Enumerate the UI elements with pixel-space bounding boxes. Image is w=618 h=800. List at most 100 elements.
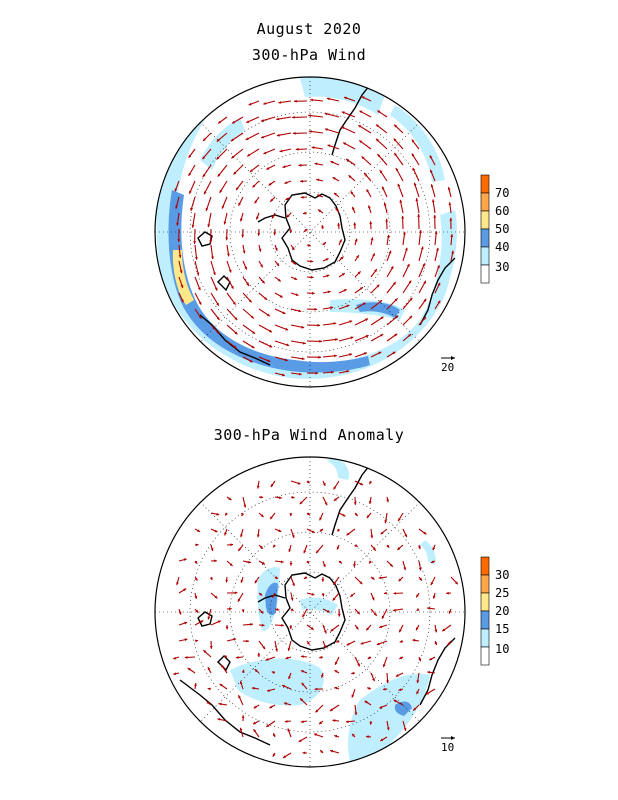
wind-vector-head — [256, 216, 259, 220]
wind-vector-head — [246, 639, 249, 643]
wind-vector-head — [233, 171, 237, 175]
wind-vector-head — [393, 699, 397, 703]
wind-vector-head — [230, 285, 234, 289]
wind-vector-head — [321, 593, 325, 597]
top-shade-50 — [172, 250, 194, 305]
wind-vector-head — [266, 313, 270, 317]
wind-vector-head — [392, 351, 396, 355]
wind-vector-head — [261, 561, 265, 565]
wind-vector-head — [350, 336, 354, 340]
wind-vector-head — [340, 256, 344, 260]
wind-vector-head — [409, 297, 413, 301]
wind-vector-head — [204, 191, 207, 195]
wind-vector-head — [303, 576, 307, 579]
wind-vector-head — [322, 242, 326, 246]
wind-vector-head — [315, 371, 319, 375]
wind-vector-head — [269, 344, 273, 348]
wind-vector-head — [274, 576, 278, 579]
wind-vector-head — [272, 594, 275, 598]
wind-vector-head — [386, 544, 390, 548]
wind-vector-head — [178, 255, 182, 258]
wind-vector-head — [298, 739, 302, 742]
wind-vector-head — [214, 287, 218, 291]
wind-vector-head — [270, 198, 274, 202]
wind-vector-head — [243, 504, 247, 508]
wind-vector-head — [384, 520, 388, 524]
wind-vector-head — [341, 111, 345, 115]
wind-vector-head — [369, 722, 373, 725]
bottom-shade-10 — [328, 457, 349, 480]
wind-vector-head — [202, 156, 206, 160]
south-america-coast — [331, 129, 341, 156]
wind-vector-head — [300, 195, 304, 199]
wind-vector-head — [314, 687, 318, 691]
wind-vector-head — [260, 495, 264, 499]
wind-vector-head — [418, 567, 422, 571]
wind-vector-head — [217, 173, 221, 177]
wind-vector-head — [423, 298, 427, 302]
wind-vector-head — [260, 264, 263, 268]
wind-vector-head — [374, 269, 377, 273]
wind-vector-head — [386, 727, 390, 731]
wind-vector-head — [216, 138, 220, 142]
top-colorbar-label: 40 — [495, 240, 509, 254]
wind-vector-head — [367, 656, 371, 659]
australia-coast — [199, 314, 271, 366]
wind-vector-head — [292, 115, 295, 119]
wind-vector-head — [194, 683, 197, 686]
wind-vector-head — [429, 657, 433, 661]
wind-vector-head — [314, 307, 318, 311]
bottom-shading — [230, 457, 436, 762]
wind-vector-head — [311, 291, 315, 295]
wind-vector-head — [333, 498, 337, 501]
wind-vector-head — [303, 211, 306, 215]
wind-vector-head — [346, 370, 350, 373]
wind-vector-head — [366, 735, 369, 739]
wind-vector-head — [180, 285, 184, 288]
wind-vector-head — [432, 595, 436, 599]
wind-vector-head — [434, 642, 437, 645]
wind-vector-head — [202, 174, 206, 178]
wind-vector-head — [395, 674, 399, 677]
top-colorbar-swatch — [480, 210, 490, 230]
wind-vector-head — [399, 640, 403, 643]
wind-vector-head — [240, 579, 244, 583]
wind-vector-head — [330, 749, 334, 753]
wind-vector-head — [384, 591, 387, 595]
wind-vector-head — [278, 529, 282, 532]
wind-vector-head — [226, 253, 230, 257]
wind-vector-head — [423, 531, 427, 535]
wind-vector-head — [334, 192, 337, 196]
wind-vector-head — [179, 270, 183, 274]
wind-vector-head — [284, 358, 288, 362]
wind-vector-head — [301, 682, 305, 686]
wind-vector-head — [381, 615, 385, 619]
wind-vector-head — [393, 608, 396, 612]
wind-vector-head — [371, 576, 375, 580]
wind-vector-head — [383, 202, 387, 206]
wind-vector-head — [285, 197, 289, 200]
wind-vector-head — [418, 658, 422, 662]
wind-vector-head — [430, 184, 434, 188]
wind-vector-head — [219, 189, 223, 193]
wind-vector-head — [330, 306, 334, 310]
top-coastlines — [197, 77, 456, 366]
wind-vector-head — [395, 168, 399, 171]
wind-vector-head — [346, 304, 350, 308]
wind-vector-head — [288, 549, 292, 552]
wind-vector-head — [188, 154, 192, 158]
wind-vector-head — [292, 131, 296, 135]
wind-vector-head — [287, 648, 291, 651]
wind-vector-head — [234, 591, 238, 595]
wind-vector-head — [362, 302, 366, 306]
wind-vector-head — [382, 664, 386, 668]
wind-vector-head — [280, 560, 284, 564]
wind-vector-head — [266, 724, 270, 727]
wind-vector-head — [364, 172, 367, 176]
top-colorbar-label: 70 — [495, 186, 509, 200]
figure-title: August 2020 — [256, 20, 362, 38]
wind-vector-head — [351, 694, 355, 698]
wind-vector-head — [285, 327, 289, 331]
wind-vector-head — [223, 221, 227, 225]
wind-vector-head — [382, 186, 385, 190]
